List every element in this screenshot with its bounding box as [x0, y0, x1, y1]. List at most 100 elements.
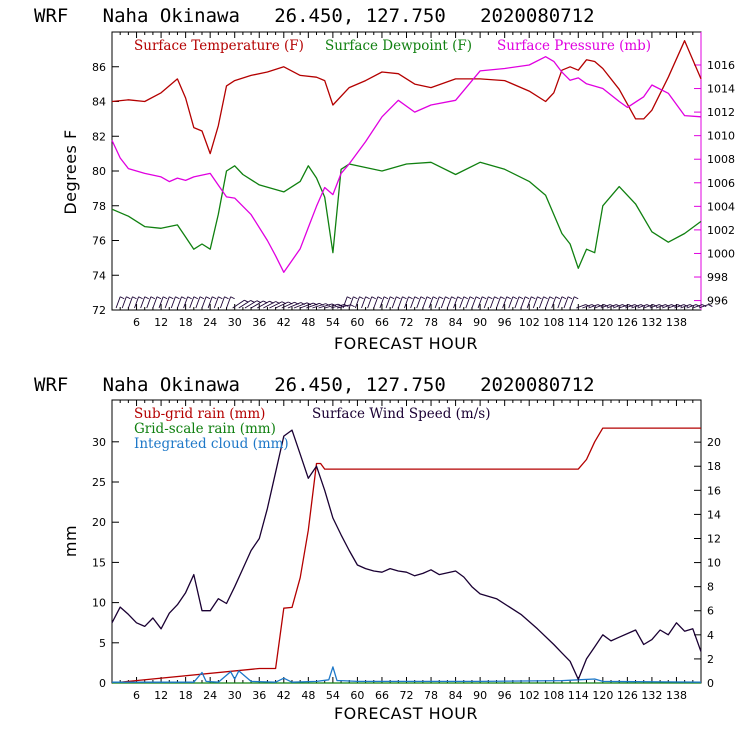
- wind-barb-flag: [494, 296, 499, 300]
- y-tick-label: 80: [92, 165, 106, 178]
- wind-barb-flag: [543, 296, 548, 300]
- wind-barb: [213, 296, 219, 309]
- x-tick-label: 138: [666, 316, 687, 329]
- x-tick-label: 66: [375, 316, 389, 329]
- wind-barb: [379, 296, 385, 309]
- y-tick-label: 76: [92, 235, 106, 248]
- wind-barb-flag: [451, 296, 456, 300]
- wind-barb: [244, 300, 258, 309]
- x-tick-label: 84: [449, 689, 463, 702]
- wind-barb-flag: [420, 296, 426, 300]
- x-tick-label: 66: [375, 689, 389, 702]
- series-line-surface-dewpoint: [111, 161, 702, 269]
- x-tick-label: 96: [498, 689, 512, 702]
- panel1-y-ticks: 72 74 76 78 80 82 84 86: [92, 61, 119, 317]
- wind-barb-flag: [218, 296, 223, 300]
- y-tick-label: 15: [92, 556, 106, 569]
- wind-barb: [226, 296, 232, 309]
- wind-barb: [569, 296, 575, 309]
- wind-barb: [219, 296, 225, 309]
- wind-barb-flag: [603, 304, 609, 307]
- wind-barb-flag: [567, 296, 573, 300]
- panel1-title: WRF Naha Okinawa 26.450, 127.750 2020080…: [34, 5, 595, 27]
- wind-barb: [440, 296, 446, 309]
- wind-barb: [502, 296, 508, 309]
- series-line-surface-temperature: [111, 40, 702, 155]
- wind-barb-flag: [574, 296, 579, 300]
- wind-barb: [201, 296, 207, 309]
- x-tick-label: 24: [203, 689, 217, 702]
- x-tick-label: 102: [519, 316, 540, 329]
- y2-tick-label: 1000: [707, 247, 735, 260]
- y-tick-label: 78: [92, 200, 106, 213]
- y2-tick-label: 1004: [707, 200, 735, 213]
- x-tick-label: 132: [641, 316, 662, 329]
- wind-barb-flag: [628, 304, 633, 307]
- wind-barb-flag: [561, 296, 567, 300]
- wind-barb: [391, 296, 397, 309]
- panel1-plot-frame: [111, 31, 702, 311]
- wind-barb-flag: [187, 296, 192, 300]
- x-tick-label: 6: [133, 316, 140, 329]
- y2-tick-label: 1002: [707, 224, 735, 237]
- x-tick-label: 120: [592, 316, 613, 329]
- x-tick-label: 54: [326, 316, 340, 329]
- y2-tick-label: 1012: [707, 106, 735, 119]
- wind-barb: [385, 296, 391, 309]
- x-tick-label: 108: [543, 689, 564, 702]
- x-tick-label: 60: [350, 316, 364, 329]
- wind-barb: [686, 304, 697, 309]
- panel1-x-ticks: 6 12 18 24 30 36 42 48 54 60 66 72 78 84 90 96 102 108 114…: [119, 32, 694, 329]
- wind-barb: [250, 300, 264, 309]
- wind-barb: [600, 304, 611, 309]
- wind-barb: [330, 304, 345, 309]
- wind-barb-flag: [506, 296, 511, 300]
- wind-barb: [361, 296, 367, 309]
- wind-barb-flag: [347, 296, 352, 300]
- wind-barb: [287, 302, 301, 309]
- wind-barb-flag: [457, 296, 462, 300]
- wind-barb: [637, 304, 648, 309]
- wind-barb-flag: [634, 304, 639, 307]
- wind-barb-flag: [640, 304, 646, 307]
- wind-barb: [232, 299, 245, 309]
- panel2-y-ticks: 0 5 10 15 20 25 30: [92, 436, 119, 690]
- wind-barb-flag: [396, 296, 401, 300]
- wind-barb: [306, 302, 320, 309]
- y2-tick-label: 998: [707, 271, 728, 284]
- wind-barb-flag: [695, 304, 701, 307]
- wind-barb: [649, 304, 660, 309]
- wind-barb-flag: [591, 304, 596, 307]
- legend-surface-temperature: Surface Temperature (F): [134, 38, 304, 54]
- wind-barb-flag: [230, 296, 235, 300]
- legend-surface-pressure: Surface Pressure (mb): [497, 38, 651, 54]
- wind-barb: [177, 296, 182, 309]
- wind-barb-flag: [463, 296, 468, 300]
- wind-barb: [631, 304, 642, 309]
- wind-barb: [619, 304, 629, 309]
- x-tick-label: 30: [228, 689, 242, 702]
- wind-barb-flag: [426, 296, 432, 300]
- wind-barb: [576, 304, 586, 309]
- wind-barb-flag: [350, 304, 355, 308]
- legend-sub-grid-rain: Sub-grid rain (mm): [134, 406, 265, 422]
- wind-barb-flag: [162, 296, 168, 300]
- wind-barb-flag: [512, 296, 518, 300]
- x-tick-label: 90: [473, 689, 487, 702]
- wind-barb: [342, 296, 348, 309]
- wind-barb-flag: [325, 303, 330, 307]
- series-line-surface-pressure: [111, 56, 702, 273]
- y-tick-label: 0: [99, 677, 106, 690]
- wind-barb: [348, 296, 354, 309]
- wind-barb-flag: [156, 296, 162, 300]
- wind-barb-flag: [371, 296, 376, 300]
- wind-barb-flag: [549, 296, 554, 300]
- wind-barb: [422, 296, 428, 309]
- wind-barb-flag: [414, 296, 419, 300]
- y2-tick-label: 8: [707, 581, 714, 594]
- wind-barb: [545, 296, 551, 309]
- x-tick-label: 72: [400, 689, 414, 702]
- y2-tick-label: 0: [707, 677, 714, 690]
- y2-tick-label: 18: [707, 460, 721, 473]
- wind-barb-flag: [138, 296, 143, 300]
